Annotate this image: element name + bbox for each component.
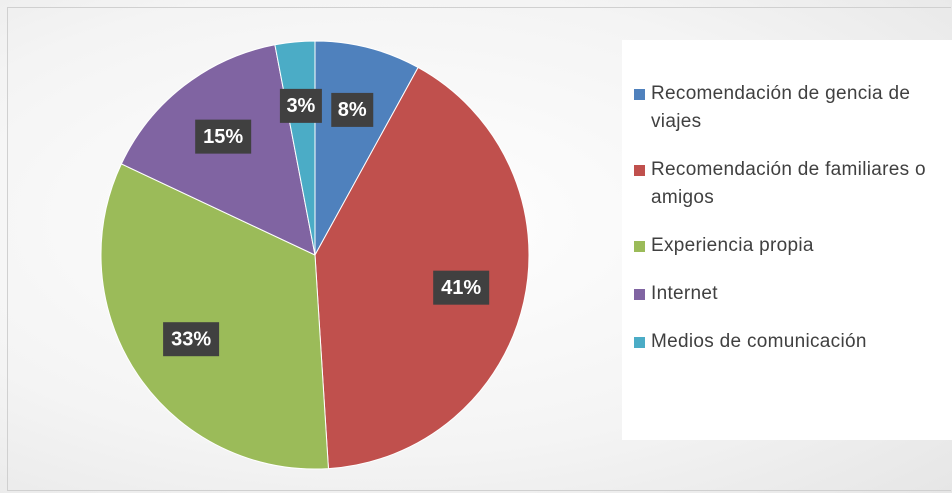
legend-item: Recomendación de gencia de viajes (634, 80, 944, 136)
legend-label: Recomendación de gencia de viajes (651, 83, 911, 132)
legend-swatch (634, 165, 645, 176)
data-label-box (433, 270, 490, 305)
data-label-box (331, 92, 374, 127)
legend-swatch (634, 289, 645, 300)
pie-slice (314, 66, 530, 470)
data-label-text: 8% (338, 99, 367, 121)
legend-item: Medios de comunicación (634, 328, 944, 356)
data-label-box (279, 88, 322, 123)
data-label-text: 33% (171, 328, 211, 350)
data-label-box (163, 322, 220, 357)
data-label-text: 41% (441, 277, 481, 299)
legend-label: Recomendación de familiares o amigos (651, 159, 926, 208)
legend-item: Recomendación de familiares o amigos (634, 156, 944, 212)
data-label: 15% (195, 119, 252, 154)
data-label: 8% (331, 92, 374, 127)
legend-item: Experiencia propia (634, 232, 944, 260)
data-label-text: 15% (203, 126, 243, 148)
data-label: 3% (279, 88, 322, 123)
data-label: 41% (433, 270, 490, 305)
data-label-box (195, 119, 252, 154)
legend-swatch (634, 337, 645, 348)
legend-label: Internet (651, 283, 718, 304)
legend-label: Experiencia propia (651, 235, 814, 256)
legend-item: Internet (634, 280, 944, 308)
legend-swatch (634, 89, 645, 100)
legend-swatch (634, 241, 645, 252)
chart-border (7, 7, 951, 491)
data-label-text: 3% (286, 95, 315, 117)
pie-slice (100, 163, 329, 470)
legend-label: Medios de comunicación (651, 331, 867, 352)
legend: Recomendación de gencia de viajes Recomen… (622, 40, 952, 440)
data-label: 33% (163, 322, 220, 357)
